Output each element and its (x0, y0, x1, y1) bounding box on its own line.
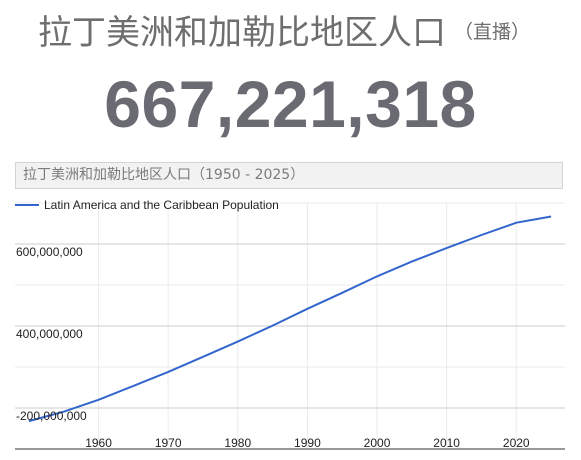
chart-legend: Latin America and the Caribbean Populati… (15, 197, 279, 213)
y-tick-label: 600,000,000 (16, 245, 83, 259)
chart-title: 拉丁美洲和加勒比地区人口（1950 - 2025） (15, 162, 563, 189)
x-tick-label: 1980 (224, 436, 251, 450)
x-tick-label: 1970 (155, 436, 182, 450)
x-tick-label: 2020 (503, 436, 530, 450)
x-tick-label: 1960 (85, 436, 112, 450)
x-tick-label: 2010 (433, 436, 460, 450)
page-title-text: 拉丁美洲和加勒比地区人口 (38, 13, 446, 53)
series-line (28, 215, 552, 423)
legend-swatch (15, 204, 39, 206)
chart-plot: 600,000,000 400,000,000 -200,000,000 1960 19… (15, 202, 565, 450)
population-chart: 600,000,000 400,000,000 -200,000,000 1960 19… (15, 162, 565, 458)
population-counter: 667,221,318 (104, 67, 477, 141)
live-tag: （直播） (454, 21, 531, 43)
x-tick-label: 2000 (364, 436, 391, 450)
x-tick-label: 1990 (294, 436, 321, 450)
page-title: 拉丁美洲和加勒比地区人口 （直播） (38, 9, 530, 56)
legend-label: Latin America and the Caribbean Populati… (44, 198, 279, 212)
y-tick-label: -200,000,000 (16, 409, 87, 423)
y-tick-label: 400,000,000 (16, 327, 83, 341)
